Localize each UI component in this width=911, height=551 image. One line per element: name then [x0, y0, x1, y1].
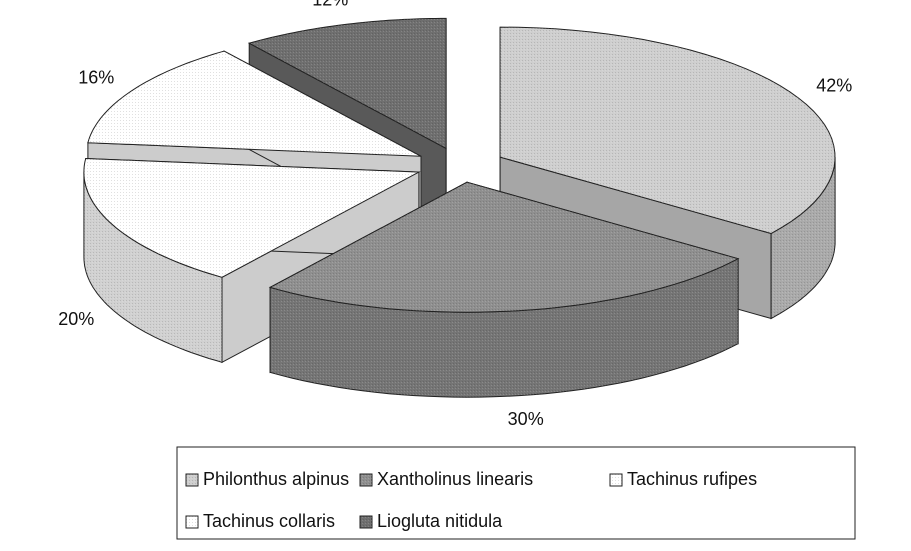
legend-box [176, 446, 856, 540]
pie [83, 17, 836, 398]
data-label: 16% [78, 68, 114, 88]
legend-label: Liogluta nitidula [377, 511, 503, 531]
legend-swatch-texture [360, 516, 372, 528]
legend-label: Tachinus rufipes [627, 469, 757, 489]
legend: Philonthus alpinus Xantholinus linearis Ta… [185, 469, 757, 531]
slice-texture [771, 157, 836, 319]
legend-swatch-texture [186, 474, 198, 486]
data-label: 12% [312, 0, 348, 10]
legend-swatch-texture [360, 474, 372, 486]
legend-swatch-texture [186, 516, 198, 528]
legend-swatch-texture [610, 474, 622, 486]
slice-texture [83, 172, 223, 363]
legend-label: Xantholinus linearis [377, 469, 533, 489]
data-label: 20% [58, 309, 94, 329]
legend-label: Philonthus alpinus [203, 469, 349, 489]
slice-texture [249, 18, 447, 149]
slice-texture [270, 182, 739, 313]
slice [268, 181, 740, 398]
data-label: 30% [508, 409, 544, 429]
slice-texture [500, 27, 835, 234]
data-label: 42% [816, 75, 852, 95]
slice-texture [270, 258, 739, 398]
slice-texture [87, 51, 422, 157]
slice-texture [83, 158, 419, 278]
legend-label: Tachinus collaris [203, 511, 335, 531]
